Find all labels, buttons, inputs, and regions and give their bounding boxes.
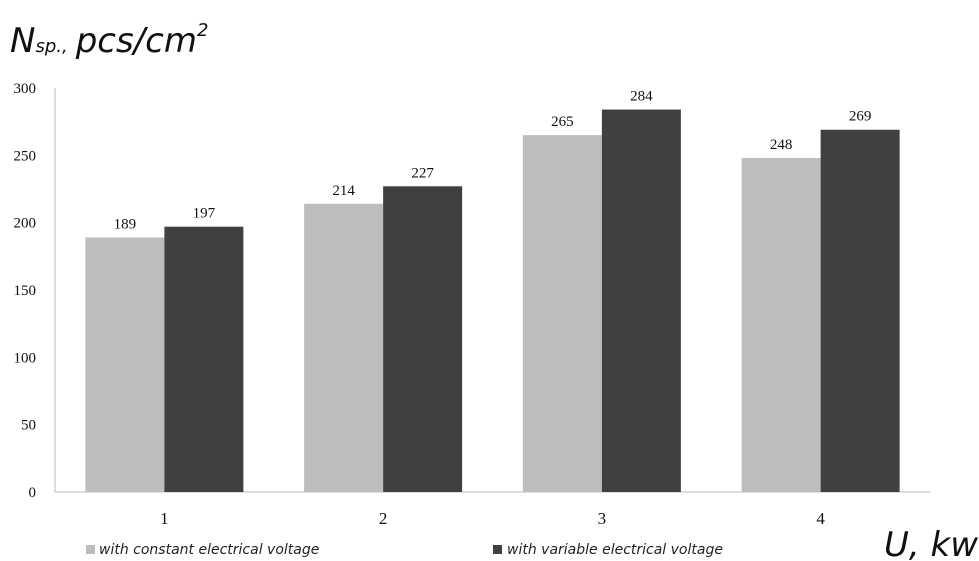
- y-tick-label: 300: [14, 81, 37, 97]
- legend: with constant electrical voltage with va…: [86, 542, 723, 558]
- y-tick-label: 250: [14, 148, 37, 164]
- data-label: 189: [114, 216, 137, 232]
- y-tick-label: 150: [14, 283, 37, 299]
- bars: 189 197 214 227 265 284 248 269: [85, 89, 900, 493]
- x-tick-label: 1: [160, 509, 169, 528]
- data-label: 284: [630, 89, 653, 105]
- legend-label-variable: with variable electrical voltage: [507, 542, 723, 558]
- x-tick-label: 4: [816, 509, 825, 528]
- bar-constant-1: [85, 237, 165, 492]
- x-tick-label: 2: [379, 509, 388, 528]
- data-label: 197: [193, 206, 216, 222]
- bar-constant-4: [741, 158, 821, 492]
- x-ticks: 1 2 3 4: [160, 509, 825, 528]
- legend-swatch-variable: [493, 545, 502, 554]
- data-label: 265: [551, 114, 574, 130]
- data-label: 227: [411, 165, 434, 181]
- bar-constant-2: [304, 203, 384, 492]
- legend-swatch-constant: [86, 545, 95, 554]
- legend-label-constant: with constant electrical voltage: [99, 542, 319, 558]
- bar-constant-3: [522, 135, 602, 492]
- data-label: 214: [332, 183, 355, 199]
- y-tick-label: 0: [29, 485, 37, 501]
- bar-variable-4: [820, 129, 900, 492]
- bar-variable-1: [164, 226, 244, 492]
- data-label: 248: [770, 137, 793, 153]
- y-tick-label: 50: [21, 418, 36, 434]
- data-label: 269: [849, 109, 872, 125]
- bar-variable-3: [601, 109, 681, 493]
- y-axis-title: Nsp., pcs/cm2: [10, 20, 208, 61]
- y-ticks: 0 50 100 150 200 250 300: [14, 81, 37, 501]
- bar-variable-2: [383, 186, 463, 492]
- y-tick-label: 200: [14, 216, 37, 232]
- y-tick-label: 100: [14, 350, 37, 366]
- x-axis-title: U, kw: [884, 525, 978, 561]
- x-tick-label: 3: [598, 509, 607, 528]
